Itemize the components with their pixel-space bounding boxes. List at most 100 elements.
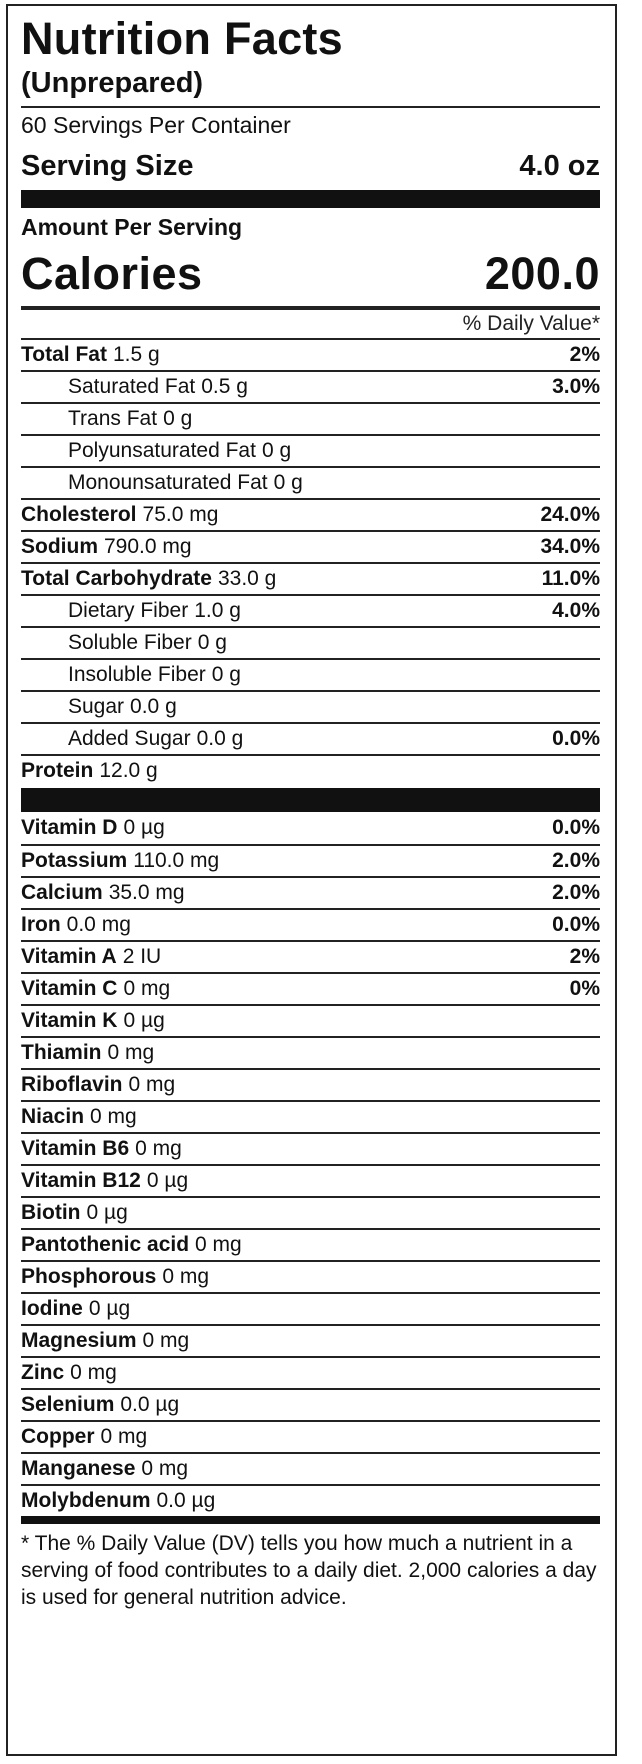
nutrient-label: Added Sugar 0.0 g — [21, 727, 243, 751]
nutrient-name: Added Sugar — [68, 727, 191, 750]
nutrient-row: Sodium 790.0 mg 34.0% — [21, 530, 600, 562]
nutrient-daily-value: 2% — [569, 945, 600, 968]
nutrient-row: Selenium 0.0 µg — [21, 1388, 600, 1420]
nutrient-label: Vitamin B6 0 mg — [21, 1137, 182, 1161]
thick-divider — [21, 190, 600, 208]
nutrient-row: Total Carbohydrate 33.0 g 11.0% — [21, 562, 600, 594]
nutrient-amount: 0 mg — [107, 1041, 155, 1064]
nutrient-amount: 0.0 g — [130, 695, 177, 718]
nutrient-label: Niacin 0 mg — [21, 1105, 137, 1129]
nutrient-row: Insoluble Fiber 0 g — [21, 658, 600, 690]
nutrient-row: Cholesterol 75.0 mg 24.0% — [21, 498, 600, 530]
label-subtitle: (Unprepared) — [21, 67, 204, 99]
nutrient-label: Calcium 35.0 mg — [21, 881, 185, 905]
nutrient-amount: 12.0 g — [99, 759, 158, 782]
nutrient-row: Soluble Fiber 0 g — [21, 626, 600, 658]
calories-row: Calories 200.0 — [21, 246, 600, 306]
calories-label: Calories — [21, 248, 203, 299]
nutrient-name: Sugar — [68, 695, 125, 718]
nutrient-label: Magnesium 0 mg — [21, 1329, 189, 1353]
nutrient-label: Potassium 110.0 mg — [21, 849, 219, 873]
nutrient-label: Total Fat 1.5 g — [21, 343, 160, 367]
nutrient-label: Sodium 790.0 mg — [21, 535, 192, 559]
nutrient-name: Vitamin K — [21, 1009, 118, 1032]
nutrient-row: Pantothenic acid 0 mg — [21, 1228, 600, 1260]
nutrient-name: Monounsaturated Fat — [68, 471, 268, 494]
serving-size-label: Serving Size — [21, 150, 194, 182]
nutrient-name: Selenium — [21, 1393, 115, 1416]
nutrient-name: Potassium — [21, 849, 128, 872]
nutrient-amount: 0 mg — [195, 1233, 242, 1256]
nutrient-name: Total Carbohydrate — [21, 567, 212, 590]
nutrient-amount: 0 mg — [135, 1137, 182, 1160]
nutrient-amount: 0 mg — [90, 1105, 137, 1128]
serving-size-value: 4.0 oz — [519, 150, 600, 182]
nutrient-row: Dietary Fiber 1.0 g 4.0% — [21, 594, 600, 626]
nutrient-row: Biotin 0 µg — [21, 1196, 600, 1228]
nutrient-row: Copper 0 mg — [21, 1420, 600, 1452]
nutrient-row: Iron 0.0 mg 0.0% — [21, 908, 600, 940]
nutrient-label: Total Carbohydrate 33.0 g — [21, 567, 276, 591]
nutrient-label: Iodine 0 µg — [21, 1297, 130, 1321]
nutrient-label: Copper 0 mg — [21, 1425, 147, 1449]
nutrient-row: Total Fat 1.5 g 2% — [21, 338, 600, 370]
nutrient-name: Trans Fat — [68, 407, 158, 430]
nutrient-row: Monounsaturated Fat 0 g — [21, 466, 600, 498]
nutrient-name: Total Fat — [21, 343, 107, 366]
nutrient-amount: 1.5 g — [112, 343, 160, 366]
calories-value: 200.0 — [484, 248, 600, 299]
nutrient-amount: 790.0 mg — [104, 535, 192, 558]
nutrient-label: Riboflavin 0 mg — [21, 1073, 175, 1097]
nutrient-name: Manganese — [21, 1457, 136, 1480]
nutrient-name: Vitamin C — [21, 977, 118, 1000]
nutrient-label: Iron 0.0 mg — [21, 913, 131, 937]
nutrient-name: Magnesium — [21, 1329, 137, 1352]
nutrient-name: Iron — [21, 913, 61, 936]
nutrient-label: Cholesterol 75.0 mg — [21, 503, 218, 527]
nutrient-row: Vitamin B12 0 µg — [21, 1164, 600, 1196]
nutrient-label: Manganese 0 mg — [21, 1457, 188, 1481]
servings-per-container: 60 Servings Per Container — [21, 112, 291, 138]
nutrient-daily-value: 0% — [569, 977, 600, 1000]
nutrient-label: Protein 12.0 g — [21, 759, 158, 783]
nutrient-label: Sugar 0.0 g — [21, 695, 177, 719]
nutrient-name: Copper — [21, 1425, 95, 1448]
nutrient-row: Magnesium 0 mg — [21, 1324, 600, 1356]
nutrient-amount: 2 IU — [122, 945, 162, 968]
nutrient-amount: 0 µg — [88, 1297, 131, 1320]
nutrient-amount: 0.0 mg — [66, 913, 131, 936]
nutrient-daily-value: 0.0% — [552, 727, 600, 750]
nutrient-row: Vitamin B6 0 mg — [21, 1132, 600, 1164]
nutrient-amount: 0 g — [211, 663, 241, 686]
nutrient-amount: 0 mg — [70, 1361, 117, 1384]
thick-divider — [21, 788, 600, 812]
nutrient-amount: 0 µg — [123, 1009, 165, 1032]
nutrient-label: Trans Fat 0 g — [21, 407, 192, 431]
nutrient-name: Vitamin B12 — [21, 1169, 141, 1192]
nutrient-amount: 110.0 mg — [133, 849, 220, 872]
daily-value-header: % Daily Value* — [462, 312, 600, 335]
nutrient-row: Saturated Fat 0.5 g 3.0% — [21, 370, 600, 402]
nutrient-row: Thiamin 0 mg — [21, 1036, 600, 1068]
nutrient-row: Iodine 0 µg — [21, 1292, 600, 1324]
nutrient-name: Sodium — [21, 535, 98, 558]
nutrient-daily-value: 0.0% — [552, 816, 600, 839]
nutrient-label: Insoluble Fiber 0 g — [21, 663, 241, 687]
nutrient-name: Molybdenum — [21, 1489, 151, 1512]
nutrient-daily-value: 4.0% — [552, 599, 600, 622]
nutrient-label: Zinc 0 mg — [21, 1361, 117, 1385]
nutrient-amount: 0 mg — [128, 1073, 176, 1096]
nutrient-row: Niacin 0 mg — [21, 1100, 600, 1132]
nutrient-name: Niacin — [21, 1105, 85, 1128]
nutrient-amount: 0 µg — [86, 1201, 128, 1224]
nutrient-daily-value: 2.0% — [552, 881, 600, 904]
nutrient-row: Trans Fat 0 g — [21, 402, 600, 434]
nutrient-amount: 0 µg — [123, 816, 165, 839]
nutrient-row: Manganese 0 mg — [21, 1452, 600, 1484]
nutrient-row: Molybdenum 0.0 µg — [21, 1484, 600, 1516]
